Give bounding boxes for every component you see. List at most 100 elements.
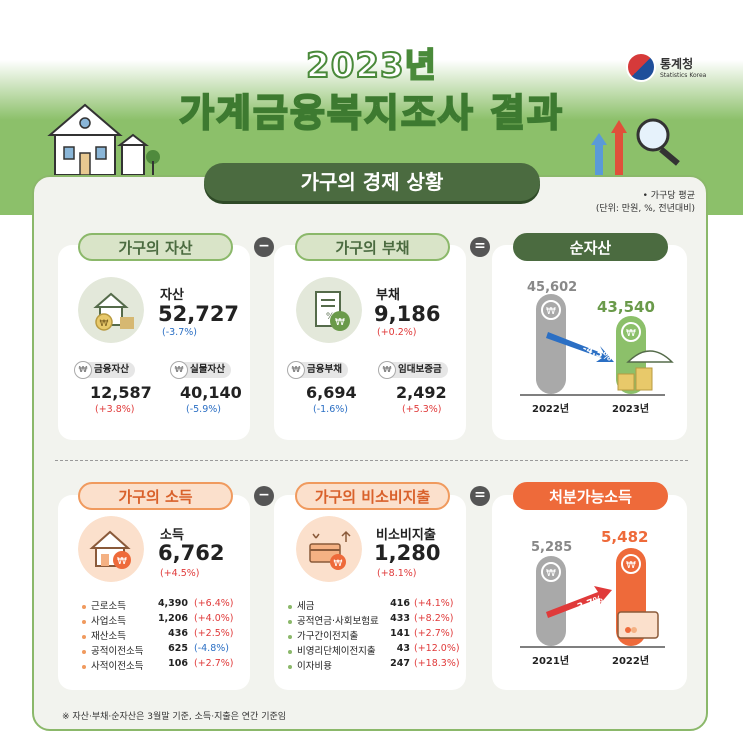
debt-pill: 가구의 부채 [295, 233, 450, 261]
logo-korean: 통계청 [660, 57, 694, 71]
debt-panel [274, 245, 466, 440]
disposable-year-2021: 2021년 [532, 656, 570, 667]
lease-deposit-pill: ₩ 임대보증금 [378, 361, 448, 379]
list-change: (+18.3%) [414, 658, 460, 669]
minus-operator: − [254, 237, 274, 257]
svg-text:₩: ₩ [626, 560, 636, 571]
list-change: (+4.0%) [194, 613, 234, 624]
disposable-income-panel [492, 495, 687, 690]
list-item: 재산소득 [82, 628, 126, 642]
unit-note-line1: • 가구당 평균 [642, 191, 695, 201]
list-change: (+2.7%) [414, 628, 454, 639]
credit-card-icon [617, 611, 659, 639]
lease-deposit-label: 임대보증금 [398, 364, 442, 375]
list-change: (+4.1%) [414, 598, 454, 609]
net-assets-panel [492, 245, 687, 440]
financial-debt-label: 금융부채 [307, 364, 342, 375]
non-consumption-pill: 가구의 비소비지출 [295, 482, 450, 510]
lease-deposit-change: (+5.3%) [402, 404, 442, 415]
main-title: 가계금융복지조사 결과 [178, 90, 564, 136]
net-assets-pill: 순자산 [513, 233, 668, 261]
financial-debt-change: (-1.6%) [313, 404, 348, 415]
financial-debt-value: 6,694 [306, 383, 357, 402]
list-value: 433 [390, 613, 410, 624]
assets-change: (-3.7%) [162, 327, 197, 338]
financial-assets-label: 금융자산 [94, 364, 129, 375]
debt-value: 9,186 [374, 302, 441, 326]
financial-debt-pill: ₩ 금융부채 [287, 361, 348, 379]
disposable-income-chart: ₩ ₩ [520, 548, 665, 648]
minus-operator: − [254, 486, 274, 506]
list-item: 가구간이전지출 [288, 628, 358, 642]
expenditure-card-icon: ₩ [296, 516, 362, 582]
list-item: 세금 [288, 598, 314, 612]
section-divider [55, 460, 688, 461]
net-assets-year-2022: 2022년 [532, 404, 570, 415]
disposable-year-2022: 2022년 [612, 656, 650, 667]
footnote: ※ 자산·부채·순자산은 3월말 기준, 소득·지출은 연간 기준임 [62, 712, 287, 722]
income-value: 6,762 [158, 541, 225, 565]
won-icon [541, 562, 561, 582]
svg-text:₩: ₩ [546, 568, 556, 579]
list-value: 4,390 [157, 598, 188, 609]
won-icon: ₩ [170, 361, 188, 379]
hero-gradient [0, 60, 743, 120]
house-coins-icon: ₩ [78, 277, 144, 343]
net-assets-2023-label: 43,540 [597, 298, 655, 316]
coin-stack [617, 373, 635, 391]
debt-document-icon: % ₩ [296, 277, 362, 343]
income-pill: 가구의 소득 [78, 482, 233, 510]
logo-english: Statistics Korea [660, 72, 707, 79]
financial-assets-change: (+3.8%) [95, 404, 135, 415]
list-item: 비영리단체이전지출 [288, 643, 376, 657]
list-value: 625 [168, 643, 188, 654]
real-assets-value: 40,140 [180, 383, 242, 402]
house-illustration [47, 103, 160, 176]
financial-assets-value: 12,587 [90, 383, 152, 402]
trend-arrow-down [546, 332, 614, 362]
list-value: 416 [390, 598, 410, 609]
year-title: 2023년 [305, 45, 437, 87]
net-assets-chart: ₩ ₩ [520, 294, 674, 396]
won-icon: ₩ [74, 361, 92, 379]
section-banner: 가구의 경제 상황 [204, 163, 540, 201]
income-label: 소득 [160, 528, 184, 543]
svg-text:₩: ₩ [117, 556, 127, 567]
unit-note: • 가구당 평균 (단위: 만원, %, 전년대비) [560, 190, 695, 216]
non-consumption-breakdown-list: 세금 공적연금·사회보험료 가구간이전지출 비영리단체이전지출 이자비용 416… [288, 598, 460, 678]
svg-text:%: % [326, 312, 335, 322]
list-value: 141 [390, 628, 410, 639]
list-item: 공적이전소득 [82, 643, 143, 657]
trend-arrow-up [546, 586, 612, 618]
income-house-icon: ₩ [78, 516, 144, 582]
list-item: 이자비용 [288, 658, 332, 672]
debt-change: (+0.2%) [377, 327, 417, 338]
debt-label: 부채 [376, 288, 400, 303]
list-value: 247 [390, 658, 410, 669]
svg-text:₩: ₩ [334, 559, 343, 569]
won-icon: ₩ [378, 361, 396, 379]
won-icon [621, 322, 641, 342]
list-value: 1,206 [157, 613, 188, 624]
income-change: (+4.5%) [160, 568, 200, 579]
list-item: 사적이전소득 [82, 658, 143, 672]
net-assets-2022-label: 45,602 [527, 280, 578, 295]
assets-value: 52,727 [158, 302, 240, 326]
list-change: (+8.2%) [414, 613, 454, 624]
list-change: (+2.7%) [194, 658, 234, 669]
list-change: (+6.4%) [194, 598, 234, 609]
won-icon [621, 554, 641, 574]
equals-operator: = [470, 237, 490, 257]
list-value: 106 [168, 658, 188, 669]
list-change: (-4.8%) [194, 643, 229, 654]
svg-text:₩: ₩ [100, 319, 109, 329]
non-consumption-value: 1,280 [374, 541, 441, 565]
assets-pill: 가구의 자산 [78, 233, 233, 261]
disposable-2022-label: 5,482 [601, 528, 649, 546]
lease-deposit-value: 2,492 [396, 383, 447, 402]
growth-arrows-illustration [591, 118, 680, 175]
unit-note-line2: (단위: 만원, %, 전년대비) [595, 204, 695, 214]
bar-2022 [536, 294, 566, 394]
coin-stack [635, 367, 653, 391]
svg-text:₩: ₩ [626, 328, 636, 339]
